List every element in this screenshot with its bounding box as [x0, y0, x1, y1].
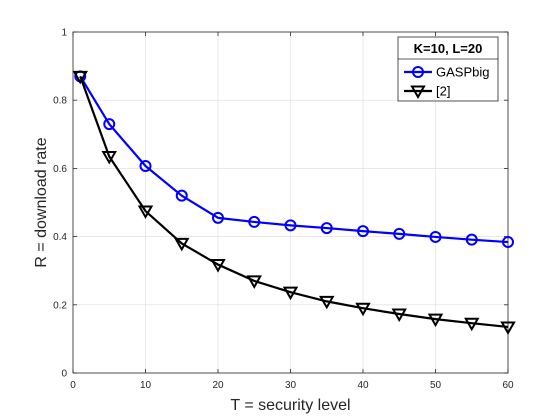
data-point: [72, 70, 88, 85]
x-tick-label: 50: [430, 380, 442, 391]
series-2: [72, 70, 516, 335]
y-tick-label: 0: [61, 369, 67, 380]
data-point: [355, 302, 371, 317]
data-point: [502, 236, 514, 249]
legend-entry: [2]: [404, 84, 450, 100]
legend-marker: [412, 66, 424, 78]
series-line: [79, 75, 509, 329]
data-point: [391, 308, 407, 323]
data-point: [175, 189, 188, 202]
x-tick-label: 20: [212, 380, 224, 391]
data-point: [465, 233, 478, 246]
data-point: [103, 118, 116, 131]
legend-marker: [410, 85, 426, 100]
data-point: [139, 160, 152, 173]
data-point: [319, 295, 335, 310]
data-point: [210, 259, 226, 273]
data-point: [248, 215, 261, 228]
data-point: [101, 150, 117, 165]
data-point: [284, 219, 297, 232]
data-point: [357, 225, 369, 238]
y-tick-label: 0.4: [53, 232, 67, 243]
data-point: [500, 321, 516, 335]
data-point: [174, 237, 190, 252]
data-point: [429, 230, 442, 243]
data-point: [212, 211, 224, 224]
x-tick-label: 40: [357, 380, 369, 391]
legend-label: GASPbig: [436, 65, 489, 80]
data-point: [320, 222, 333, 235]
data-point: [427, 313, 444, 328]
x-axis-label: T = security level: [230, 397, 350, 414]
data-point: [137, 205, 154, 220]
x-tick-label: 30: [285, 380, 297, 391]
legend-entries: GASPbig [2]: [404, 65, 489, 100]
y-tick-label: 1: [61, 28, 67, 39]
series-line: [79, 75, 509, 244]
y-tick-label: 0.2: [53, 300, 67, 311]
legend-entry: GASPbig: [404, 65, 489, 80]
x-tick-label: 60: [502, 380, 514, 391]
legend-label: [2]: [436, 84, 450, 99]
x-tick-label: 0: [70, 380, 76, 391]
legend-title: K=10, L=20: [414, 41, 483, 56]
y-axis-label: R = download rate: [33, 137, 50, 267]
y-tick-label: 0.8: [53, 96, 67, 107]
series-layer: [72, 70, 516, 335]
x-tick-label: 10: [140, 380, 152, 391]
data-point: [246, 275, 262, 289]
data-point: [393, 227, 406, 240]
y-tick-label: 0.6: [53, 164, 67, 175]
data-point: [282, 286, 299, 301]
axis-ticks: 0 10 20 30 40 50 60 0 0.2 0.4 0.6 0.8 1: [53, 28, 514, 392]
legend: K=10, L=20 GASPbig [2]: [397, 36, 499, 102]
data-point: [464, 317, 480, 332]
